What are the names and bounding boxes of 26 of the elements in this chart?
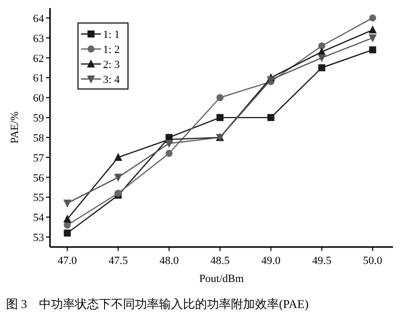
x-tick-label: 49.5: [312, 255, 332, 267]
x-tick-label: 48.0: [159, 255, 180, 267]
y-tick-label: 57: [33, 152, 44, 164]
y-tick-label: 53: [33, 232, 44, 244]
x-axis-title: Pout/dBm: [199, 273, 244, 285]
y-tick-label: 64: [33, 12, 44, 25]
y-tick-label: 61: [33, 72, 44, 85]
y-axis-title: PAE/%: [9, 112, 21, 144]
legend-label: 2: 3: [103, 59, 120, 71]
x-tick-label: 47.5: [108, 255, 128, 267]
y-tick-label: 63: [33, 32, 44, 45]
y-tick-label: 56: [33, 172, 44, 184]
x-tick-label: 47.0: [58, 255, 78, 267]
y-tick-label: 62: [33, 52, 44, 65]
y-tick-label: 59: [33, 112, 44, 125]
legend-label: 3: 4: [103, 74, 120, 86]
y-tick-label: 58: [33, 132, 44, 144]
y-tick-label: 54: [33, 212, 44, 224]
legend-label: 1: 1: [103, 29, 120, 41]
y-tick-label: 60: [33, 92, 44, 105]
text: 图 3 中功率状态下不同功率输入比的功率附加效率(PAE): [6, 297, 309, 311]
legend-label: 1: 2: [103, 44, 120, 56]
x-tick-label: 49.0: [261, 255, 281, 267]
y-tick-label: 55: [33, 192, 44, 204]
x-tick-label: 48.5: [210, 255, 230, 267]
x-tick-label: 50.0: [363, 255, 383, 267]
